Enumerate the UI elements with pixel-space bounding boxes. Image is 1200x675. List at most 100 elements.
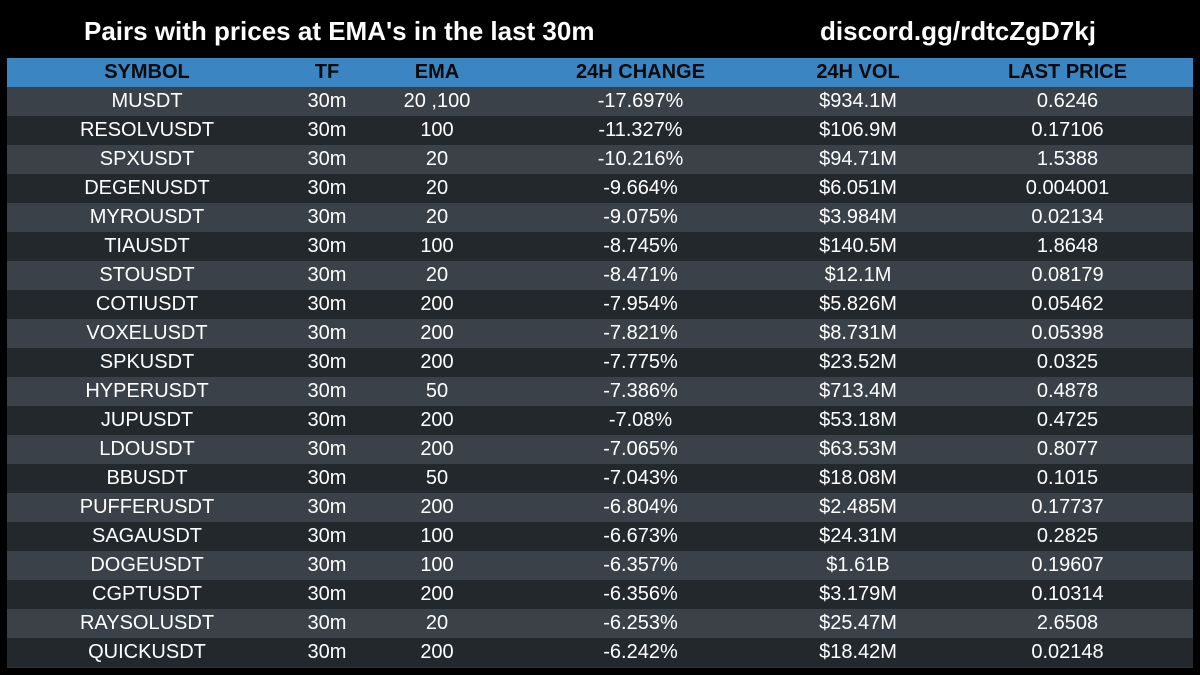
- discord-invite-text: discord.gg/rdtcZgD7kj: [820, 16, 1096, 46]
- cell-vol: $8.731M: [819, 322, 897, 344]
- cell-price: 0.8077: [1036, 438, 1099, 460]
- table-row: MUSDT 30m 20 ,100 -17.697% $934.1M 0.6246: [7, 87, 1193, 116]
- cell-ema: 200: [420, 409, 454, 431]
- cell-ema: 20: [425, 264, 449, 286]
- cell-tf: 30m: [307, 496, 347, 518]
- table-row: VOXELUSDT 30m 200 -7.821% $8.731M 0.05398: [7, 319, 1193, 348]
- cell-tf: 30m: [307, 525, 347, 547]
- cell-symbol: LDOUSDT: [99, 438, 195, 460]
- cell-symbol: MUSDT: [111, 90, 183, 112]
- cell-tf: 30m: [307, 467, 347, 489]
- table-row: STOUSDT 30m 20 -8.471% $12.1M 0.08179: [7, 261, 1193, 290]
- cell-change: -6.356%: [603, 583, 678, 605]
- cell-symbol: COTIUSDT: [95, 293, 199, 315]
- cell-ema: 20: [425, 177, 449, 199]
- cell-change: -7.043%: [603, 467, 678, 489]
- pairs-table: SYMBOL TF EMA 24H CHANGE 24H VOL LAST PR…: [7, 58, 1193, 668]
- cell-symbol: VOXELUSDT: [86, 322, 208, 344]
- cell-change: -8.745%: [603, 235, 678, 257]
- cell-symbol: PUFFERUSDT: [79, 496, 215, 518]
- cell-price: 0.08179: [1031, 264, 1104, 286]
- table-row: CGPTUSDT 30m 200 -6.356% $3.179M 0.10314: [7, 580, 1193, 609]
- cell-vol: $5.826M: [819, 293, 897, 315]
- cell-change: -7.065%: [603, 438, 678, 460]
- table-row: TIAUSDT 30m 100 -8.745% $140.5M 1.8648: [7, 232, 1193, 261]
- cell-vol: $53.18M: [819, 409, 897, 431]
- cell-tf: 30m: [307, 177, 347, 199]
- cell-vol: $3.984M: [819, 206, 897, 228]
- cell-tf: 30m: [307, 90, 347, 112]
- column-header-24h-vol: 24H VOL: [816, 61, 900, 83]
- cell-ema: 200: [420, 583, 454, 605]
- cell-price: 0.02134: [1031, 206, 1104, 228]
- cell-ema: 50: [425, 467, 449, 489]
- table-row: QUICKUSDT 30m 200 -6.242% $18.42M 0.02148: [7, 638, 1193, 667]
- cell-change: -6.253%: [603, 612, 678, 634]
- cell-change: -7.821%: [603, 322, 678, 344]
- cell-ema: 200: [420, 293, 454, 315]
- table-row: HYPERUSDT 30m 50 -7.386% $713.4M 0.4878: [7, 377, 1193, 406]
- table-row: COTIUSDT 30m 200 -7.954% $5.826M 0.05462: [7, 290, 1193, 319]
- column-header-24h-change: 24H CHANGE: [576, 61, 705, 83]
- cell-change: -6.357%: [603, 554, 678, 576]
- cell-tf: 30m: [307, 409, 347, 431]
- cell-vol: $2.485M: [819, 496, 897, 518]
- cell-change: -7.954%: [603, 293, 678, 315]
- cell-tf: 30m: [307, 206, 347, 228]
- cell-vol: $63.53M: [819, 438, 897, 460]
- table-row: RESOLVUSDT 30m 100 -11.327% $106.9M 0.17106: [7, 116, 1193, 145]
- cell-vol: $1.61B: [826, 554, 890, 576]
- cell-tf: 30m: [307, 641, 347, 663]
- cell-price: 0.6246: [1036, 90, 1099, 112]
- table-row: LDOUSDT 30m 200 -7.065% $63.53M 0.8077: [7, 435, 1193, 464]
- cell-ema: 50: [425, 380, 449, 402]
- table-row: MYROUSDT 30m 20 -9.075% $3.984M 0.02134: [7, 203, 1193, 232]
- cell-vol: $934.1M: [819, 90, 897, 112]
- column-header-tf: TF: [314, 61, 340, 83]
- cell-change: -6.242%: [603, 641, 678, 663]
- cell-vol: $3.179M: [819, 583, 897, 605]
- cell-change: -10.216%: [597, 148, 684, 170]
- cell-change: -7.08%: [608, 409, 673, 431]
- cell-symbol: RESOLVUSDT: [79, 119, 215, 141]
- cell-symbol: QUICKUSDT: [88, 641, 206, 663]
- cell-price: 0.2825: [1036, 525, 1099, 547]
- cell-symbol: DEGENUSDT: [84, 177, 210, 199]
- cell-tf: 30m: [307, 554, 347, 576]
- cell-price: 0.10314: [1031, 583, 1104, 605]
- cell-change: -8.471%: [603, 264, 678, 286]
- cell-tf: 30m: [307, 351, 347, 373]
- cell-ema: 200: [420, 351, 454, 373]
- table-row: BBUSDT 30m 50 -7.043% $18.08M 0.1015: [7, 464, 1193, 493]
- page-title: Pairs with prices at EMA's in the last 3…: [84, 16, 595, 46]
- cell-change: -6.673%: [603, 525, 678, 547]
- table-row: DOGEUSDT 30m 100 -6.357% $1.61B 0.19607: [7, 551, 1193, 580]
- table-row: RAYSOLUSDT 30m 20 -6.253% $25.47M 2.6508: [7, 609, 1193, 638]
- cell-ema: 200: [420, 438, 454, 460]
- table-row: PUFFERUSDT 30m 200 -6.804% $2.485M 0.17737: [7, 493, 1193, 522]
- cell-vol: $24.31M: [819, 525, 897, 547]
- cell-ema: 20: [425, 148, 449, 170]
- cell-ema: 200: [420, 322, 454, 344]
- cell-vol: $140.5M: [819, 235, 897, 257]
- cell-price: 0.17106: [1031, 119, 1104, 141]
- cell-vol: $106.9M: [819, 119, 897, 141]
- cell-price: 0.1015: [1036, 467, 1099, 489]
- cell-ema: 100: [420, 554, 454, 576]
- cell-price: 0.05398: [1031, 322, 1104, 344]
- cell-vol: $713.4M: [819, 380, 897, 402]
- cell-tf: 30m: [307, 583, 347, 605]
- cell-ema: 20: [425, 612, 449, 634]
- cell-price: 0.19607: [1031, 554, 1104, 576]
- cell-price: 0.0325: [1036, 351, 1099, 373]
- cell-ema: 20 ,100: [403, 90, 471, 112]
- cell-symbol: SPXUSDT: [99, 148, 195, 170]
- cell-change: -9.664%: [603, 177, 678, 199]
- cell-change: -7.775%: [603, 351, 678, 373]
- table-row: SPKUSDT 30m 200 -7.775% $23.52M 0.0325: [7, 348, 1193, 377]
- table-header-row: SYMBOL TF EMA 24H CHANGE 24H VOL LAST PR…: [7, 58, 1193, 87]
- cell-ema: 100: [420, 525, 454, 547]
- cell-tf: 30m: [307, 148, 347, 170]
- table-row: DEGENUSDT 30m 20 -9.664% $6.051M 0.004001: [7, 174, 1193, 203]
- column-header-last-price: LAST PRICE: [1008, 61, 1127, 83]
